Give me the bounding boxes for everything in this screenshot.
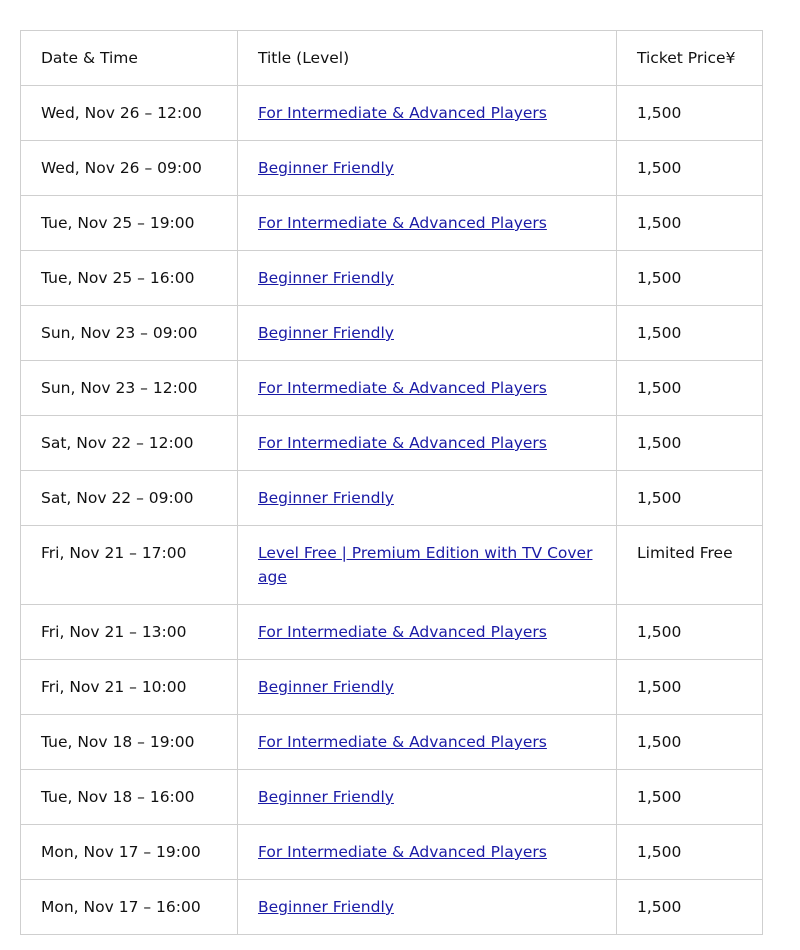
cell-price: 1,500 [616, 250, 763, 306]
table-row: Tue, Nov 25 – 16:00 Beginner Friendly 1,50… [20, 250, 763, 306]
cell-price: 1,500 [616, 659, 763, 715]
event-title-link[interactable]: For Intermediate & Advanced Players [258, 104, 547, 122]
event-title-link[interactable]: Beginner Friendly [258, 898, 394, 916]
cell-title: Beginner Friendly [237, 659, 617, 715]
event-title-link[interactable]: Beginner Friendly [258, 678, 394, 696]
cell-title: For Intermediate & Advanced Players [237, 195, 617, 251]
cell-title: Beginner Friendly [237, 769, 617, 825]
cell-title: Beginner Friendly [237, 470, 617, 526]
cell-datetime: Fri, Nov 21 – 13:00 [20, 604, 238, 660]
cell-datetime: Sat, Nov 22 – 09:00 [20, 470, 238, 526]
event-title-link[interactable]: Beginner Friendly [258, 324, 394, 342]
cell-title: For Intermediate & Advanced Players [237, 604, 617, 660]
table-row: Fri, Nov 21 – 13:00 For Intermediate & Ad… [20, 604, 763, 660]
cell-datetime: Fri, Nov 21 – 10:00 [20, 659, 238, 715]
header-datetime: Date & Time [20, 30, 238, 86]
cell-datetime: Fri, Nov 21 – 17:00 [20, 525, 238, 605]
event-title-link[interactable]: Beginner Friendly [258, 489, 394, 507]
table-row: Sun, Nov 23 – 12:00 For Intermediate & Ad… [20, 360, 763, 416]
table-row: Wed, Nov 26 – 12:00 For Intermediate & Ad… [20, 85, 763, 141]
cell-datetime: Tue, Nov 18 – 19:00 [20, 714, 238, 770]
table-row: Tue, Nov 18 – 19:00 For Intermediate & Ad… [20, 714, 763, 770]
event-title-link[interactable]: For Intermediate & Advanced Players [258, 623, 547, 641]
event-title-link[interactable]: Beginner Friendly [258, 269, 394, 287]
cell-datetime: Sun, Nov 23 – 09:00 [20, 305, 238, 361]
cell-price: 1,500 [616, 769, 763, 825]
cell-price: 1,500 [616, 85, 763, 141]
cell-datetime: Tue, Nov 18 – 16:00 [20, 769, 238, 825]
cell-price: 1,500 [616, 604, 763, 660]
cell-price: 1,500 [616, 305, 763, 361]
cell-title: Beginner Friendly [237, 305, 617, 361]
cell-datetime: Wed, Nov 26 – 12:00 [20, 85, 238, 141]
event-title-link[interactable]: For Intermediate & Advanced Players [258, 214, 547, 232]
cell-datetime: Tue, Nov 25 – 16:00 [20, 250, 238, 306]
cell-title: For Intermediate & Advanced Players [237, 415, 617, 471]
cell-datetime: Sat, Nov 22 – 12:00 [20, 415, 238, 471]
cell-price: 1,500 [616, 415, 763, 471]
cell-price: 1,500 [616, 714, 763, 770]
cell-datetime: Mon, Nov 17 – 16:00 [20, 879, 238, 935]
table-row: Tue, Nov 18 – 16:00 Beginner Friendly 1,50… [20, 769, 763, 825]
table-row: Mon, Nov 17 – 19:00 For Intermediate & Ad… [20, 824, 763, 880]
cell-title: Beginner Friendly [237, 140, 617, 196]
table-row: Sat, Nov 22 – 09:00 Beginner Friendly 1,50… [20, 470, 763, 526]
event-title-link[interactable]: For Intermediate & Advanced Players [258, 733, 547, 751]
event-title-link[interactable]: For Intermediate & Advanced Players [258, 379, 547, 397]
cell-price: 1,500 [616, 879, 763, 935]
cell-price: 1,500 [616, 195, 763, 251]
cell-title: For Intermediate & Advanced Players [237, 824, 617, 880]
table-row: Fri, Nov 21 – 10:00 Beginner Friendly 1,50… [20, 659, 763, 715]
schedule-table: Date & Time Title (Level) Ticket Price¥ … [20, 30, 763, 935]
cell-price: 1,500 [616, 360, 763, 416]
cell-price: 1,500 [616, 824, 763, 880]
cell-title: Beginner Friendly [237, 879, 617, 935]
table-row: Tue, Nov 25 – 19:00 For Intermediate & Ad… [20, 195, 763, 251]
header-row: Date & Time Title (Level) Ticket Price¥ [20, 30, 763, 86]
event-title-link[interactable]: Beginner Friendly [258, 159, 394, 177]
cell-datetime: Sun, Nov 23 – 12:00 [20, 360, 238, 416]
event-title-link[interactable]: Beginner Friendly [258, 788, 394, 806]
header-title: Title (Level) [237, 30, 617, 86]
cell-datetime: Wed, Nov 26 – 09:00 [20, 140, 238, 196]
table-row: Sun, Nov 23 – 09:00 Beginner Friendly 1,50… [20, 305, 763, 361]
table-row: Wed, Nov 26 – 09:00 Beginner Friendly 1,50… [20, 140, 763, 196]
cell-title: Level Free | Premium Edition with TV Cov… [237, 525, 617, 605]
table-row: Fri, Nov 21 – 17:00 Level Free | Premium … [20, 525, 763, 605]
cell-price: 1,500 [616, 470, 763, 526]
header-price: Ticket Price¥ [616, 30, 763, 86]
event-title-link[interactable]: For Intermediate & Advanced Players [258, 434, 547, 452]
cell-title: For Intermediate & Advanced Players [237, 714, 617, 770]
cell-price: Limited Free [616, 525, 763, 605]
cell-datetime: Tue, Nov 25 – 19:00 [20, 195, 238, 251]
event-title-link[interactable]: Level Free | Premium Edition with TV Cov… [258, 544, 593, 586]
event-title-link[interactable]: For Intermediate & Advanced Players [258, 843, 547, 861]
cell-title: For Intermediate & Advanced Players [237, 360, 617, 416]
cell-title: For Intermediate & Advanced Players [237, 85, 617, 141]
cell-price: 1,500 [616, 140, 763, 196]
table-row: Mon, Nov 17 – 16:00 Beginner Friendly 1,50… [20, 879, 763, 935]
cell-datetime: Mon, Nov 17 – 19:00 [20, 824, 238, 880]
cell-title: Beginner Friendly [237, 250, 617, 306]
table-row: Sat, Nov 22 – 12:00 For Intermediate & Ad… [20, 415, 763, 471]
